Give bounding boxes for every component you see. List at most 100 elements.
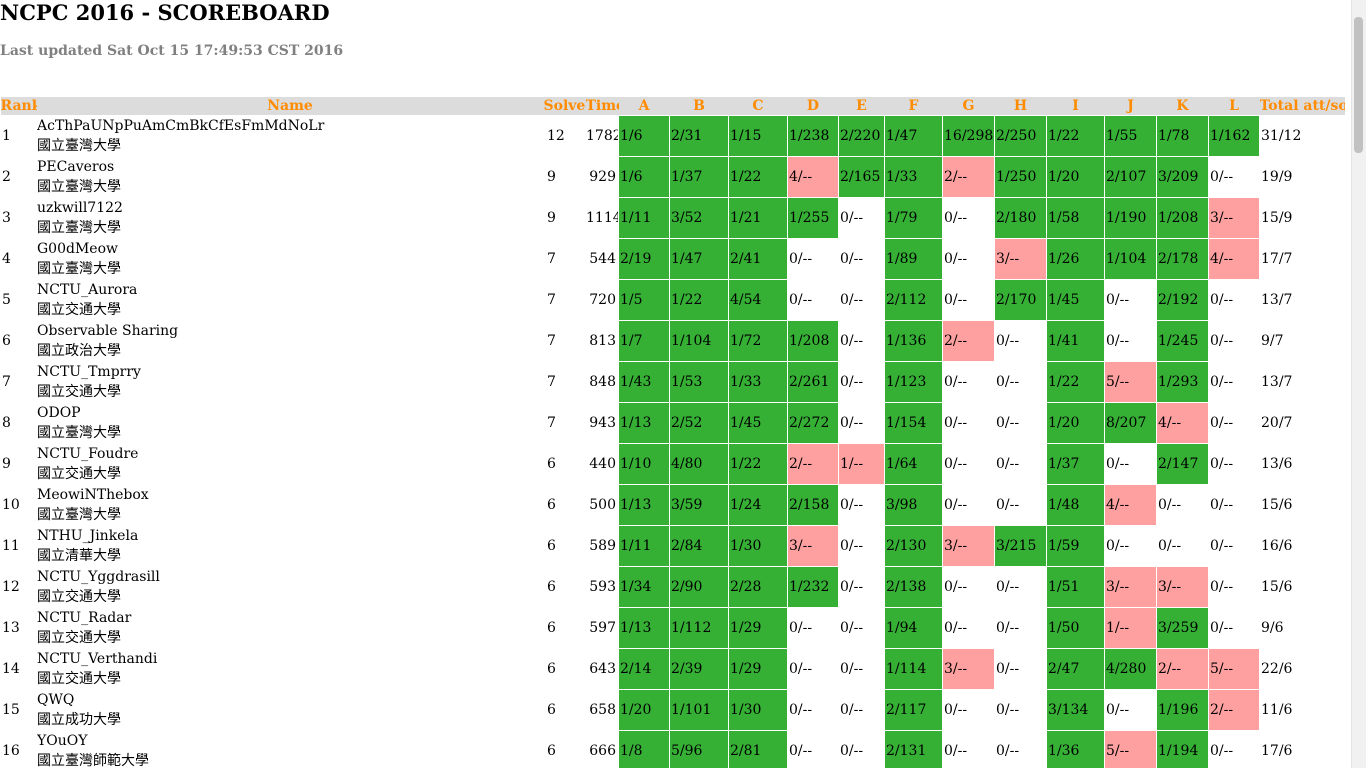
problem-l-cell: 2/-- (1208, 689, 1260, 731)
problem-b-cell: 1/53 (669, 361, 729, 403)
problem-l-cell: 3/-- (1208, 197, 1260, 239)
scrollbar-thumb[interactable] (1354, 17, 1363, 153)
header-problem-k: K (1156, 97, 1209, 116)
rank-cell: 3 (0, 197, 37, 239)
problem-l-cell: 0/-- (1208, 525, 1260, 567)
problem-l-cell: 4/-- (1208, 238, 1260, 280)
table-row: 11 NTHU_Jinkela 國立清華大學 6 589 1/11 2/84 1/30 3/--… (0, 525, 1345, 567)
problem-h-cell: 0/-- (994, 730, 1047, 768)
problem-a-cell: 1/11 (618, 525, 670, 567)
problem-j-cell: 1/55 (1104, 115, 1157, 157)
solved-cell: 6 (543, 484, 586, 526)
name-cell: YOuOY 國立臺灣師範大學 (36, 730, 544, 768)
problem-g-cell: 3/-- (942, 525, 995, 567)
total-cell: 13/6 (1259, 443, 1345, 485)
name-cell: NCTU_Yggdrasill 國立交通大學 (36, 566, 544, 608)
problem-d-cell: 1/255 (787, 197, 839, 239)
solved-cell: 7 (543, 320, 586, 362)
table-row: 4 G00dMeow 國立臺灣大學 7 544 2/19 1/47 2/41 0/-- 0/-- 1… (0, 238, 1345, 280)
total-cell: 19/9 (1259, 156, 1345, 198)
problem-j-cell: 2/107 (1104, 156, 1157, 198)
problem-j-cell: 1/-- (1104, 607, 1157, 649)
name-cell: MeowiNThebox 國立臺灣大學 (36, 484, 544, 526)
problem-i-cell: 1/20 (1046, 402, 1105, 444)
problem-k-cell: 2/147 (1156, 443, 1209, 485)
team-name: NTHU_Jinkela (37, 528, 139, 544)
table-row: 8 ODOP 國立臺灣大學 7 943 1/13 2/52 1/45 2/272 0/-- 1/15… (0, 402, 1345, 444)
problem-l-cell: 1/162 (1208, 115, 1260, 157)
school-name: 國立臺灣大學 (37, 261, 122, 277)
problem-l-cell: 0/-- (1208, 320, 1260, 362)
time-cell: 544 (585, 238, 619, 280)
problem-j-cell: 0/-- (1104, 525, 1157, 567)
name-cell: NTHU_Jinkela 國立清華大學 (36, 525, 544, 567)
school-name: 國立臺灣大學 (37, 138, 122, 154)
problem-j-cell: 0/-- (1104, 443, 1157, 485)
problem-c-cell: 1/22 (728, 443, 788, 485)
problem-d-cell: 0/-- (787, 689, 839, 731)
time-cell: 597 (585, 607, 619, 649)
problem-k-cell: 2/-- (1156, 648, 1209, 690)
header-problem-g: G (942, 97, 995, 116)
problem-i-cell: 1/36 (1046, 730, 1105, 768)
name-cell: NCTU_Verthandi 國立交通大學 (36, 648, 544, 690)
rank-cell: 4 (0, 238, 37, 280)
problem-h-cell: 3/-- (994, 238, 1047, 280)
total-cell: 16/6 (1259, 525, 1345, 567)
problem-d-cell: 0/-- (787, 238, 839, 280)
header-problem-l: L (1208, 97, 1260, 116)
header-time: Time (585, 97, 619, 116)
time-cell: 666 (585, 730, 619, 768)
problem-f-cell: 2/131 (884, 730, 943, 768)
problem-f-cell: 1/79 (884, 197, 943, 239)
vertical-scrollbar[interactable] (1351, 0, 1366, 768)
team-name: AcThPaUNpPuAmCmBkCfEsFmMdNoLr (37, 118, 325, 134)
problem-c-cell: 1/22 (728, 156, 788, 198)
header-problem-b: B (669, 97, 729, 116)
school-name: 國立交通大學 (37, 384, 122, 400)
problem-j-cell: 1/190 (1104, 197, 1157, 239)
time-cell: 500 (585, 484, 619, 526)
problem-k-cell: 0/-- (1156, 525, 1209, 567)
solved-cell: 6 (543, 566, 586, 608)
problem-i-cell: 1/41 (1046, 320, 1105, 362)
solved-cell: 9 (543, 156, 586, 198)
problem-d-cell: 2/158 (787, 484, 839, 526)
problem-b-cell: 1/47 (669, 238, 729, 280)
team-name: PECaveros (37, 159, 115, 175)
last-updated-text: Last updated Sat Oct 15 17:49:53 CST 201… (0, 43, 344, 59)
rank-cell: 8 (0, 402, 37, 444)
team-name: uzkwill7122 (37, 200, 123, 216)
problem-i-cell: 1/45 (1046, 279, 1105, 321)
header-problem-f: F (884, 97, 943, 116)
problem-k-cell: 4/-- (1156, 402, 1209, 444)
team-name: NCTU_Aurora (37, 282, 138, 298)
problem-k-cell: 1/208 (1156, 197, 1209, 239)
problem-l-cell: 5/-- (1208, 648, 1260, 690)
total-cell: 22/6 (1259, 648, 1345, 690)
header-solved: Solved (543, 97, 586, 116)
problem-h-cell: 0/-- (994, 443, 1047, 485)
problem-l-cell: 0/-- (1208, 566, 1260, 608)
header-problem-j: J (1104, 97, 1157, 116)
rank-cell: 15 (0, 689, 37, 731)
team-name: Observable Sharing (37, 323, 179, 339)
school-name: 國立臺灣大學 (37, 507, 122, 523)
problem-e-cell: 0/-- (838, 730, 885, 768)
problem-c-cell: 1/30 (728, 689, 788, 731)
problem-b-cell: 1/37 (669, 156, 729, 198)
table-row: 10 MeowiNThebox 國立臺灣大學 6 500 1/13 3/59 1/24 2/15… (0, 484, 1345, 526)
problem-g-cell: 0/-- (942, 197, 995, 239)
problem-k-cell: 3/259 (1156, 607, 1209, 649)
problem-i-cell: 1/26 (1046, 238, 1105, 280)
problem-f-cell: 1/114 (884, 648, 943, 690)
time-cell: 589 (585, 525, 619, 567)
problem-i-cell: 1/58 (1046, 197, 1105, 239)
problem-i-cell: 1/22 (1046, 361, 1105, 403)
problem-e-cell: 0/-- (838, 238, 885, 280)
problem-i-cell: 3/134 (1046, 689, 1105, 731)
problem-j-cell: 1/104 (1104, 238, 1157, 280)
total-cell: 31/12 (1259, 115, 1345, 157)
problem-b-cell: 1/112 (669, 607, 729, 649)
name-cell: Observable Sharing 國立政治大學 (36, 320, 544, 362)
